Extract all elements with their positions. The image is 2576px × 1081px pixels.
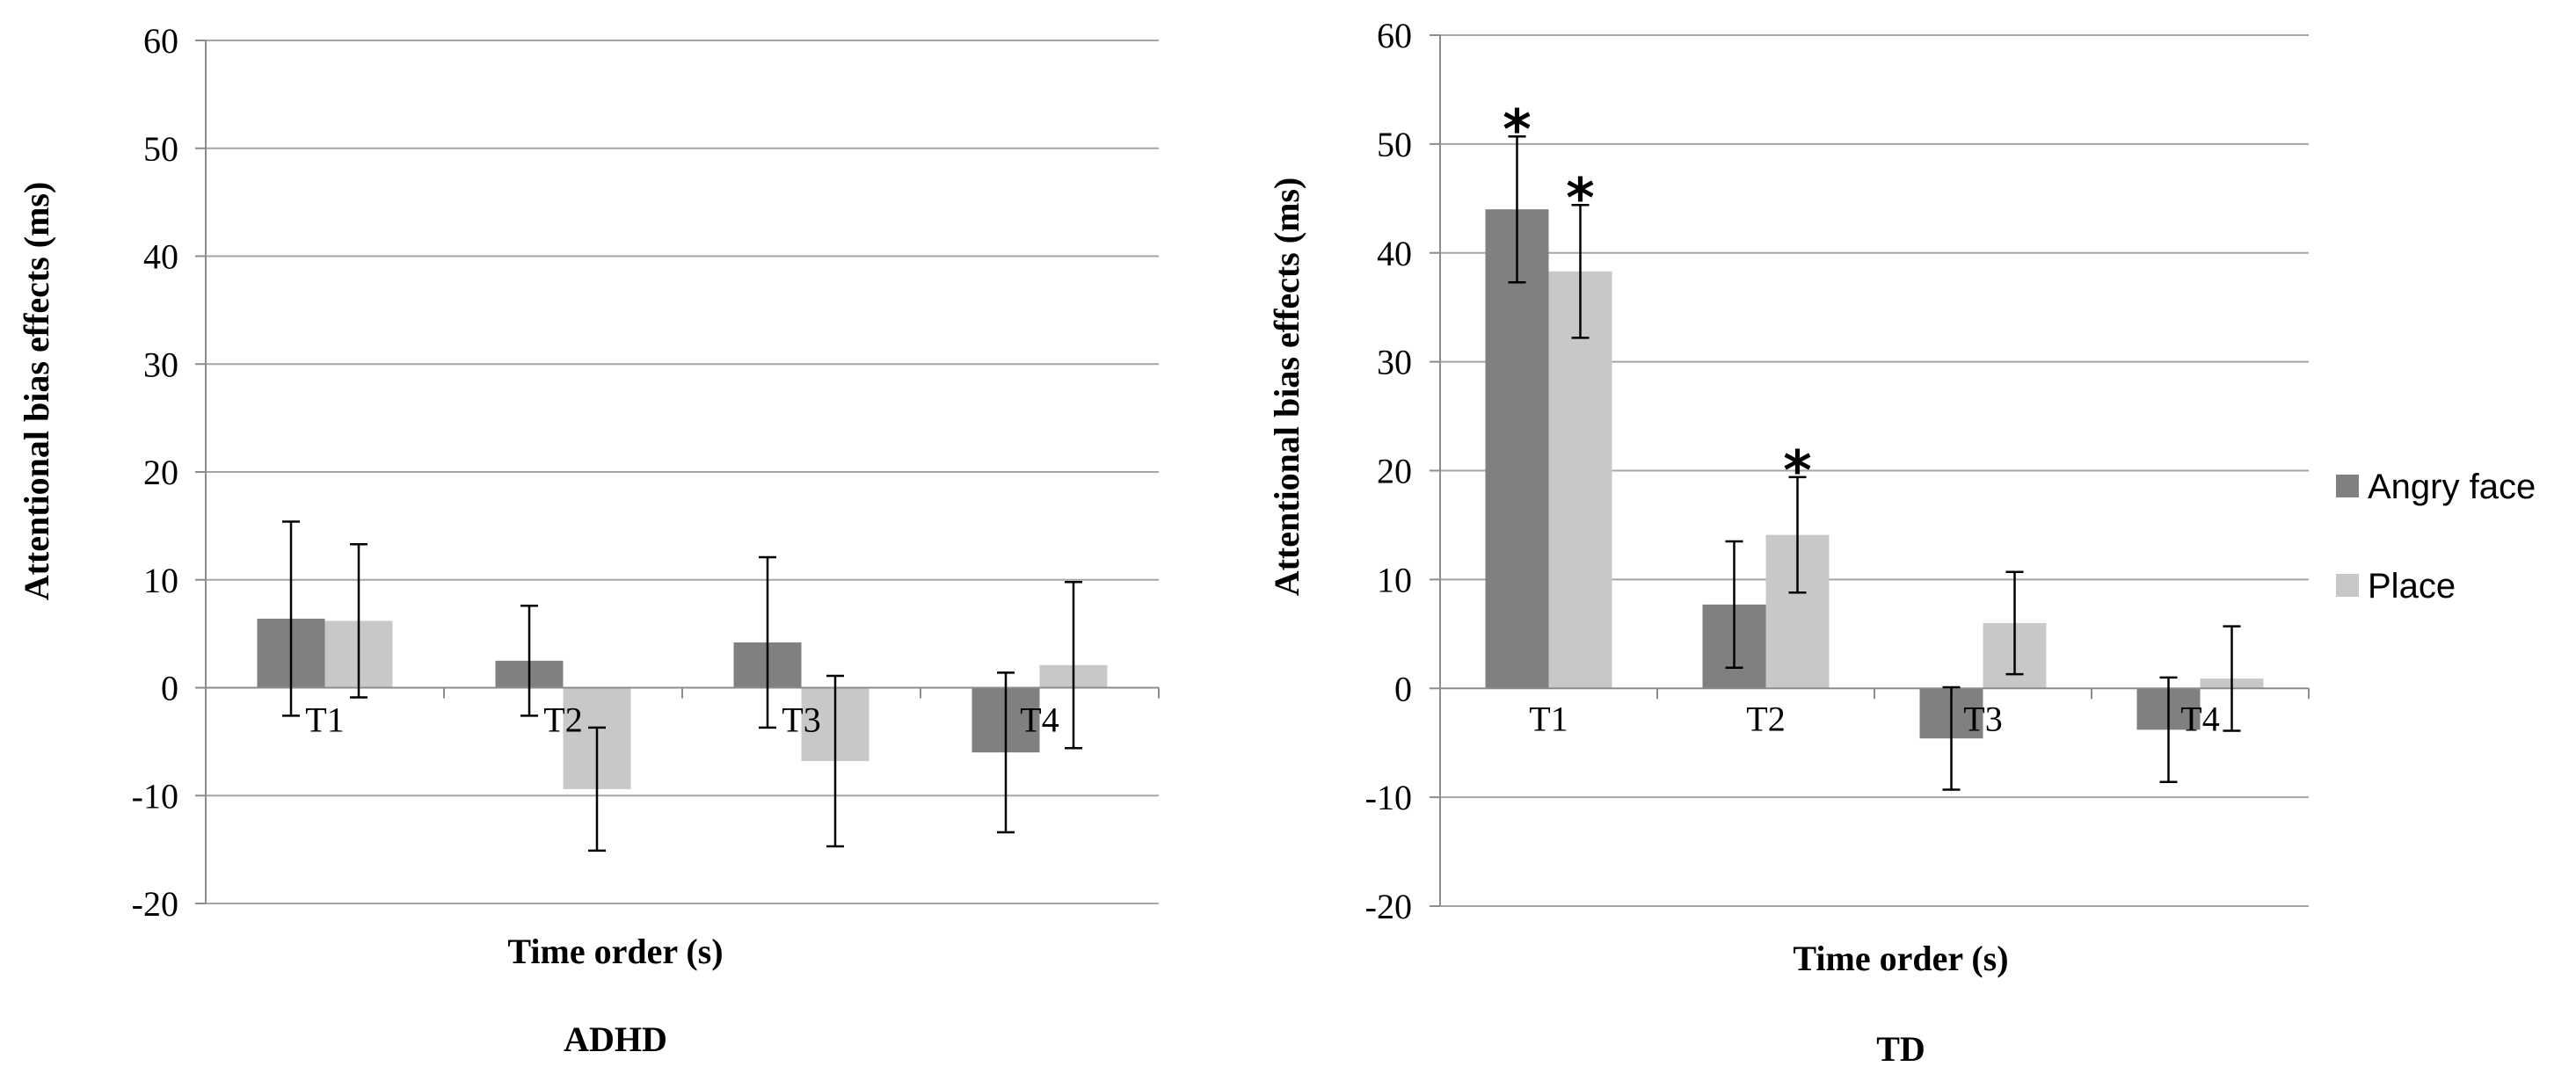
td-category-labels: T1 T2 T3 T4 (1529, 699, 2219, 738)
td-y-tick-labels: -20 -10 0 10 20 30 40 50 60 (1365, 16, 1412, 926)
td-chart-panel: -20 -10 0 10 20 30 40 50 60 T1 T2 T3 T4 * * * Attenti… (1267, 16, 2310, 1069)
td-bar-place-t1 (1548, 271, 1612, 689)
adhd-y-tick-label: 30 (143, 345, 178, 384)
td-y-tick-label: 10 (1377, 560, 1412, 599)
legend: Angry face Place (2336, 468, 2536, 606)
adhd-category-label-t4: T4 (1020, 700, 1059, 740)
adhd-y-tick-label: 0 (161, 669, 178, 708)
td-y-tick-label: -20 (1365, 887, 1412, 926)
adhd-chart-panel: -20 -10 0 10 20 30 40 50 60 T1 T2 T3 T4 Attentional… (17, 21, 1160, 1059)
adhd-y-tick-label: -10 (132, 776, 178, 816)
td-error-bars (1508, 134, 2241, 791)
td-panel-title: TD (1876, 1029, 1925, 1069)
adhd-panel-title: ADHD (564, 1019, 667, 1059)
legend-swatch-place (2336, 574, 2359, 597)
adhd-gridlines (206, 40, 1159, 904)
adhd-x-axis-label: Time order (s) (507, 932, 723, 971)
td-category-label-t1: T1 (1529, 699, 1568, 738)
adhd-error-bars (282, 520, 1082, 852)
td-y-tick-label: 40 (1377, 234, 1412, 273)
td-category-label-t4: T4 (2180, 699, 2219, 738)
td-y-axis-label: Attentional bias effects (ms) (1267, 178, 1306, 597)
td-y-tick-label: 60 (1377, 16, 1412, 55)
td-significance-star: * (1503, 98, 1531, 162)
legend-label-place: Place (2368, 567, 2456, 606)
adhd-y-tick-labels: -20 -10 0 10 20 30 40 50 60 (132, 21, 178, 924)
adhd-category-label-t2: T2 (543, 700, 582, 740)
td-significance-markers: * * * (1503, 98, 1811, 503)
adhd-axes (195, 40, 1160, 904)
adhd-y-tick-label: 20 (143, 453, 178, 492)
td-y-tick-label: -10 (1365, 778, 1412, 817)
td-category-label-t3: T3 (1963, 699, 2002, 738)
legend-swatch-angry-face (2336, 475, 2359, 497)
td-significance-star: * (1783, 439, 1811, 503)
adhd-y-tick-label: -20 (132, 884, 178, 924)
adhd-y-axis-label: Attentional bias effects (ms) (17, 182, 56, 601)
td-category-label-t2: T2 (1746, 699, 1785, 738)
adhd-category-label-t3: T3 (782, 700, 820, 740)
adhd-y-tick-label: 50 (143, 129, 178, 169)
adhd-y-tick-label: 60 (143, 21, 178, 61)
adhd-y-tick-label: 40 (143, 237, 178, 277)
adhd-category-labels: T1 T2 T3 T4 (305, 700, 1059, 740)
td-y-tick-label: 20 (1377, 452, 1412, 491)
td-y-tick-label: 50 (1377, 125, 1412, 164)
legend-label-angry-face: Angry face (2368, 468, 2536, 506)
td-y-tick-label: 30 (1377, 343, 1412, 382)
td-significance-star: * (1566, 166, 1594, 230)
td-x-axis-label: Time order (s) (1793, 939, 2008, 978)
td-bar-angry-face-t1 (1485, 209, 1549, 689)
adhd-category-label-t1: T1 (305, 700, 344, 740)
adhd-y-tick-label: 10 (143, 561, 178, 600)
td-y-tick-label: 0 (1394, 669, 1412, 708)
td-axes (1430, 34, 2310, 907)
